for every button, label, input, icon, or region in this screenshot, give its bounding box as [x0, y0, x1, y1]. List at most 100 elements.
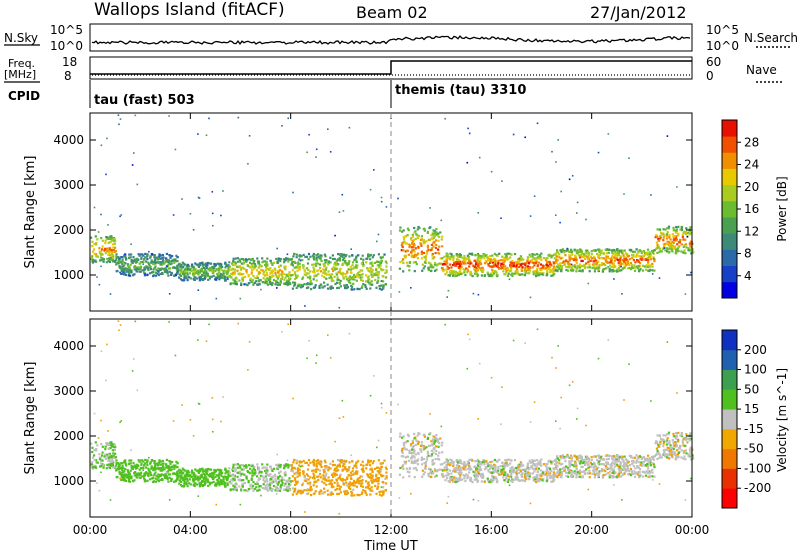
power-cell — [639, 257, 642, 260]
velocity-cell — [114, 452, 117, 455]
power-cell — [361, 279, 364, 282]
power-cell — [302, 266, 305, 269]
velocity-cell — [275, 463, 278, 466]
power-noise — [440, 219, 443, 222]
power-noise — [651, 273, 654, 275]
power-cell — [232, 260, 235, 263]
power-cell — [416, 257, 419, 260]
velocity-cell — [197, 469, 200, 472]
power-cell — [401, 259, 404, 262]
power-cell — [131, 261, 134, 265]
velocity-cell — [385, 482, 388, 485]
power-cell — [129, 256, 132, 259]
velocity-cell — [298, 464, 301, 467]
velocity-cell — [482, 459, 485, 462]
velocity-cell — [299, 489, 303, 492]
power-cell — [458, 263, 461, 266]
power-cell — [123, 255, 126, 258]
velocity-cell — [277, 463, 280, 466]
power-cell — [117, 260, 120, 263]
velocity-cell — [417, 442, 420, 446]
power-cell — [167, 259, 170, 262]
power-noise — [338, 306, 341, 309]
velocity-cell — [329, 493, 332, 496]
velocity-cell — [240, 488, 243, 491]
power-cell — [362, 264, 365, 267]
power-cell — [413, 253, 416, 256]
velocity-cell — [320, 466, 323, 469]
velocity-cell — [529, 466, 532, 469]
power-cell — [512, 264, 515, 268]
velocity-cell — [226, 477, 229, 480]
velocity-cell — [326, 466, 329, 469]
power-cell — [553, 257, 556, 260]
power-cell — [673, 238, 676, 241]
velocity-cell — [550, 460, 553, 463]
power-cell — [183, 268, 186, 271]
power-cell — [685, 246, 688, 249]
velocity-cell — [281, 481, 284, 484]
velocity-cell — [96, 461, 99, 464]
power-cell — [554, 252, 557, 255]
power-cell — [291, 264, 294, 267]
power-noise — [276, 247, 278, 250]
power-cell — [486, 256, 489, 259]
power-cell — [406, 249, 409, 252]
velocity-cell — [431, 472, 434, 475]
power-cell — [123, 267, 126, 270]
power-cell — [302, 264, 305, 267]
power-cell — [226, 271, 229, 274]
power-cell — [613, 259, 616, 262]
velocity-cell — [270, 481, 274, 484]
power-cell — [402, 236, 405, 239]
power-cell — [234, 264, 237, 267]
power-cell — [329, 287, 332, 290]
power-cell — [301, 277, 304, 281]
power-cell — [167, 274, 170, 277]
power-noise — [211, 191, 214, 193]
power-cell — [313, 274, 316, 277]
power-cell — [261, 281, 264, 284]
power-cell — [126, 267, 129, 271]
velocity-cell — [277, 481, 280, 484]
power-cell — [375, 260, 379, 263]
power-cell — [475, 254, 478, 257]
velocity-cell — [202, 484, 205, 487]
power-cell — [644, 251, 647, 254]
power-cell — [260, 264, 263, 268]
velocity-cell — [160, 467, 163, 470]
velocity-cell — [461, 478, 464, 481]
power-cell — [535, 259, 538, 262]
power-cell — [379, 256, 382, 259]
power-cell — [686, 231, 690, 234]
velocity-cell — [156, 467, 159, 470]
power-cell — [105, 247, 109, 250]
power-cell — [150, 259, 153, 262]
power-cell — [190, 265, 193, 268]
power-cell — [469, 273, 472, 277]
power-cell — [681, 235, 684, 239]
power-cell — [354, 275, 357, 278]
velocity-cell — [545, 471, 548, 474]
power-cell — [424, 261, 427, 264]
velocity-cell — [208, 475, 211, 478]
power-cell — [630, 268, 633, 271]
power-cell — [450, 266, 453, 269]
power-cell — [556, 265, 559, 268]
power-cell — [126, 263, 129, 266]
velocity-cell — [399, 466, 402, 470]
power-cell — [233, 271, 236, 274]
power-cell — [377, 264, 380, 267]
velocity-cell — [208, 481, 212, 484]
velocity-cell — [441, 441, 444, 444]
velocity-cell — [430, 440, 433, 443]
velocity-cell — [137, 459, 140, 462]
power-cell — [232, 282, 235, 285]
velocity-cell — [219, 473, 222, 476]
velocity-cell — [414, 461, 417, 464]
power-cell — [206, 272, 209, 275]
power-cell — [654, 236, 657, 239]
power-cell — [518, 265, 521, 269]
power-cell — [323, 271, 326, 274]
velocity-cell — [427, 454, 430, 457]
